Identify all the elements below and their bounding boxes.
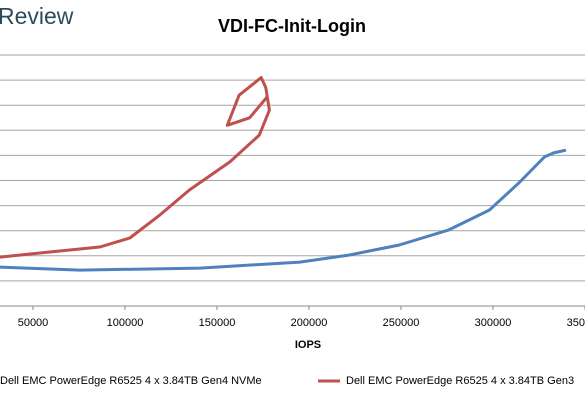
legend-label: Dell EMC PowerEdge R6525 4 x 3.84TB Gen4… <box>0 375 262 387</box>
x-tick-label: 150000 <box>199 317 236 329</box>
x-tick-label: 350000 <box>567 317 585 329</box>
legend-label: Dell EMC PowerEdge R6525 4 x 3.84TB Gen3 <box>346 375 574 387</box>
x-tick-label: 250000 <box>383 317 420 329</box>
x-tick-label: 200000 <box>291 317 328 329</box>
chart-title: VDI-FC-Init-Login <box>218 16 366 36</box>
watermark: Review <box>0 3 74 29</box>
x-tick-label: 100000 <box>107 317 144 329</box>
series-line <box>0 148 567 272</box>
x-tick-label: 50000 <box>18 317 49 329</box>
x-tick-label: 300000 <box>475 317 512 329</box>
x-axis-title: IOPS <box>295 339 321 351</box>
series-line <box>0 76 271 259</box>
